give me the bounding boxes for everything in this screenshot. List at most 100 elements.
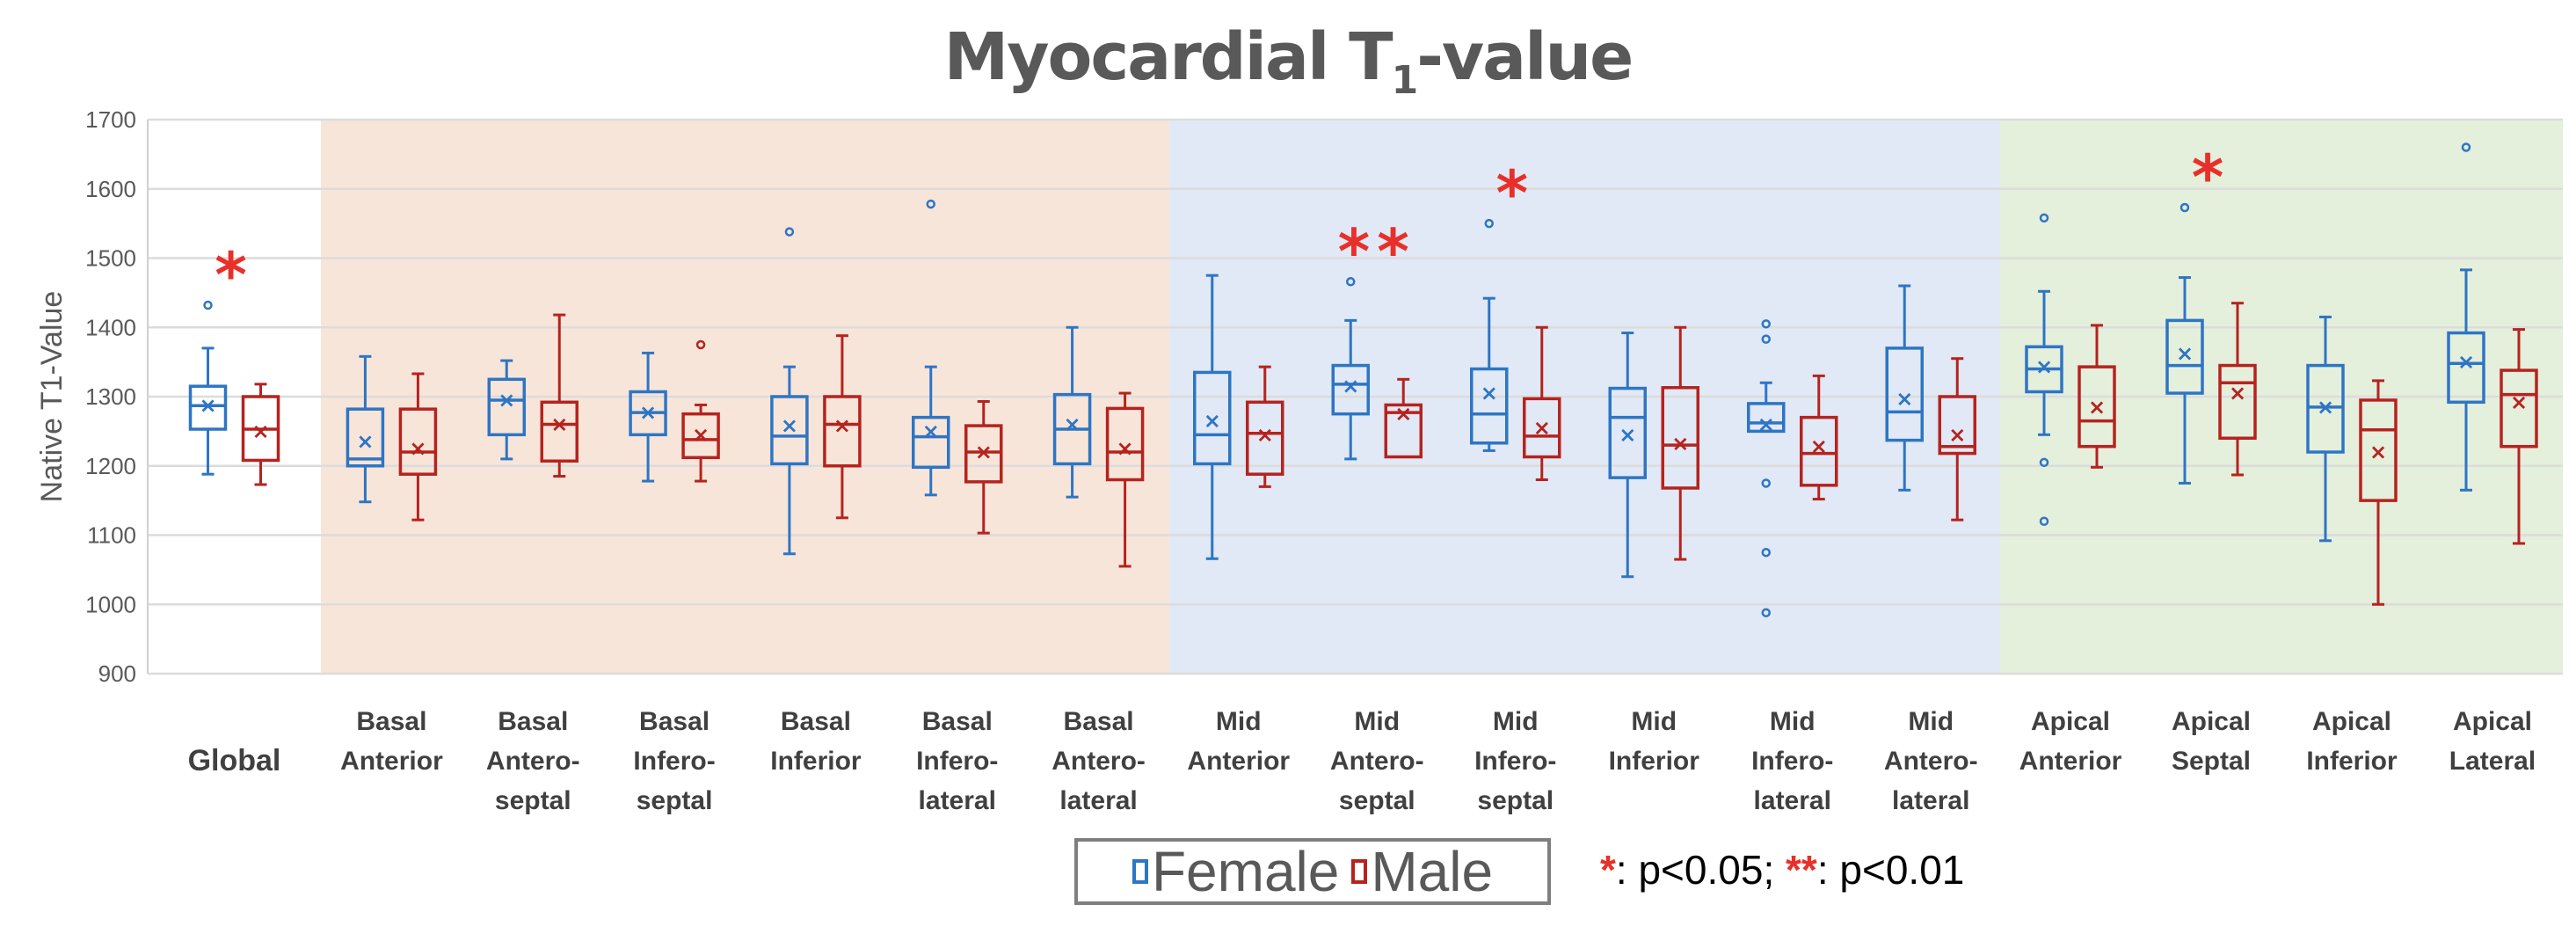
female-outlier-point bbox=[1346, 277, 1356, 287]
x-category-label: Apical Inferior bbox=[2306, 707, 2398, 776]
x-category-label-line: lateral bbox=[1754, 786, 1831, 815]
x-category-label-line: Mid bbox=[1770, 707, 1816, 736]
male-mean-marker: × bbox=[2510, 390, 2528, 414]
female-outlier-point bbox=[2179, 202, 2190, 213]
category-group: × × Apical Anterior bbox=[2019, 213, 2122, 776]
female-box: × bbox=[2025, 213, 2063, 526]
x-category-label-line: Inferior bbox=[2306, 747, 2398, 776]
category-group: × × Basal Inferior bbox=[770, 227, 862, 776]
female-mean-marker: × bbox=[498, 388, 515, 412]
double-star-icon: ** bbox=[1786, 847, 1817, 893]
female-box: × bbox=[346, 354, 385, 504]
y-tick-label: 1400 bbox=[85, 314, 136, 340]
male-mean-marker: × bbox=[833, 413, 851, 438]
male-mean-marker: × bbox=[1671, 432, 1689, 456]
x-category-label-line: septal bbox=[495, 786, 571, 815]
x-category-label: Mid Antero-lateral bbox=[1884, 707, 1978, 815]
x-category-label-line: Infero- bbox=[1751, 747, 1833, 776]
x-category-label-line: Inferior bbox=[1609, 747, 1700, 776]
significance-marker: * bbox=[1495, 157, 1535, 230]
female-outlier-point bbox=[2039, 213, 2049, 223]
female-box: × bbox=[2165, 202, 2204, 485]
female-mean-marker: × bbox=[356, 429, 374, 454]
female-iqr-box bbox=[2447, 331, 2485, 405]
x-category-label-line: Inferior bbox=[770, 747, 862, 776]
x-category-label: Mid Infero-lateral bbox=[1751, 707, 1833, 815]
x-category-label-line: septal bbox=[1339, 786, 1415, 815]
x-category-label-line: Basal bbox=[1064, 707, 1134, 736]
y-tick-label: 900 bbox=[98, 660, 136, 687]
y-tick-label: 1500 bbox=[85, 245, 136, 272]
female-iqr-box bbox=[1608, 386, 1647, 479]
x-category-label-line: Infero- bbox=[633, 747, 715, 776]
female-box: × bbox=[1608, 332, 1647, 579]
female-outlier-point bbox=[203, 300, 213, 310]
female-mean-marker: × bbox=[1896, 386, 1913, 411]
female-box: × bbox=[770, 227, 809, 556]
x-category-label-line: Antero- bbox=[1052, 747, 1146, 776]
category-group: × × Mid Inferior bbox=[1608, 325, 1700, 776]
male-mean-marker: × bbox=[2369, 440, 2387, 464]
female-iqr-box bbox=[1885, 346, 1924, 442]
x-category-label-line: Basal bbox=[356, 707, 426, 736]
x-category-label: Mid Infero-septal bbox=[1474, 707, 1556, 815]
x-category-label-line: Antero- bbox=[1884, 747, 1978, 776]
female-iqr-box bbox=[1193, 370, 1232, 466]
category-group: × × * Mid Infero-septal bbox=[1470, 157, 1561, 815]
female-box: × bbox=[912, 199, 950, 497]
male-iqr-box bbox=[2218, 363, 2257, 440]
x-category-label-line: septal bbox=[637, 786, 713, 815]
male-iqr-box bbox=[2500, 368, 2538, 449]
x-category-label-line: Mid bbox=[1216, 707, 1262, 736]
male-swatch-icon bbox=[1351, 859, 1368, 884]
male-box: × bbox=[1938, 357, 1976, 522]
category-group: × × Mid Anterior bbox=[1187, 274, 1290, 776]
single-star-icon: * bbox=[1600, 847, 1616, 893]
male-mean-marker: × bbox=[2088, 395, 2106, 419]
male-iqr-box bbox=[823, 395, 862, 468]
category-group: × × Basal Infero-septal bbox=[629, 339, 720, 815]
male-box: × bbox=[1105, 391, 1145, 568]
male-iqr-box bbox=[1938, 395, 1976, 456]
male-box: × bbox=[2078, 324, 2116, 469]
male-box: × bbox=[2218, 302, 2257, 477]
female-box: × bbox=[1331, 277, 1370, 461]
legend: Female Male bbox=[1074, 838, 1551, 905]
female-mean-marker: × bbox=[2317, 395, 2334, 419]
female-box: × bbox=[1885, 284, 1924, 492]
female-outlier-point bbox=[2039, 457, 2049, 468]
male-box: × bbox=[2359, 379, 2398, 606]
female-box: × bbox=[1470, 218, 1509, 452]
male-mean-marker: × bbox=[1948, 422, 1966, 447]
x-category-label: Basal Antero-septal bbox=[486, 707, 580, 815]
x-category-label-line: lateral bbox=[919, 786, 996, 815]
male-mean-marker: × bbox=[1810, 434, 1828, 459]
female-mean-marker: × bbox=[1619, 422, 1636, 447]
female-mean-marker: × bbox=[2176, 341, 2194, 366]
male-mean-marker: × bbox=[550, 412, 568, 437]
female-mean-marker: × bbox=[1757, 412, 1775, 437]
category-group: × × Apical Lateral bbox=[2447, 142, 2538, 776]
female-iqr-box bbox=[770, 395, 809, 466]
x-category-label: Mid Anterior bbox=[1187, 707, 1290, 776]
category-group: × × Basal Antero-septal bbox=[486, 313, 580, 815]
male-iqr-box bbox=[2359, 398, 2398, 502]
female-box: × bbox=[2306, 315, 2345, 543]
x-category-label: Mid Inferior bbox=[1609, 707, 1700, 776]
x-category-label-line: lateral bbox=[1892, 786, 1969, 815]
title-suffix: -value bbox=[1416, 19, 1634, 95]
category-group: × × Apical Inferior bbox=[2306, 315, 2398, 776]
male-box: × bbox=[1661, 325, 1699, 561]
male-iqr-box bbox=[1246, 400, 1284, 476]
male-mean-marker: × bbox=[1394, 402, 1412, 427]
female-iqr-box bbox=[346, 407, 385, 468]
category-group: × × Mid Infero-lateral bbox=[1747, 319, 1838, 815]
x-category-label: Basal Anterior bbox=[340, 707, 443, 776]
y-tick-label: 1200 bbox=[85, 453, 136, 479]
x-category-label-line: Apical bbox=[2172, 707, 2251, 736]
x-category-label-line: Apical bbox=[2453, 707, 2532, 736]
x-category-label-line: lateral bbox=[1059, 786, 1137, 815]
male-box: × bbox=[241, 383, 280, 486]
x-category-label-line: Mid bbox=[1631, 707, 1677, 736]
